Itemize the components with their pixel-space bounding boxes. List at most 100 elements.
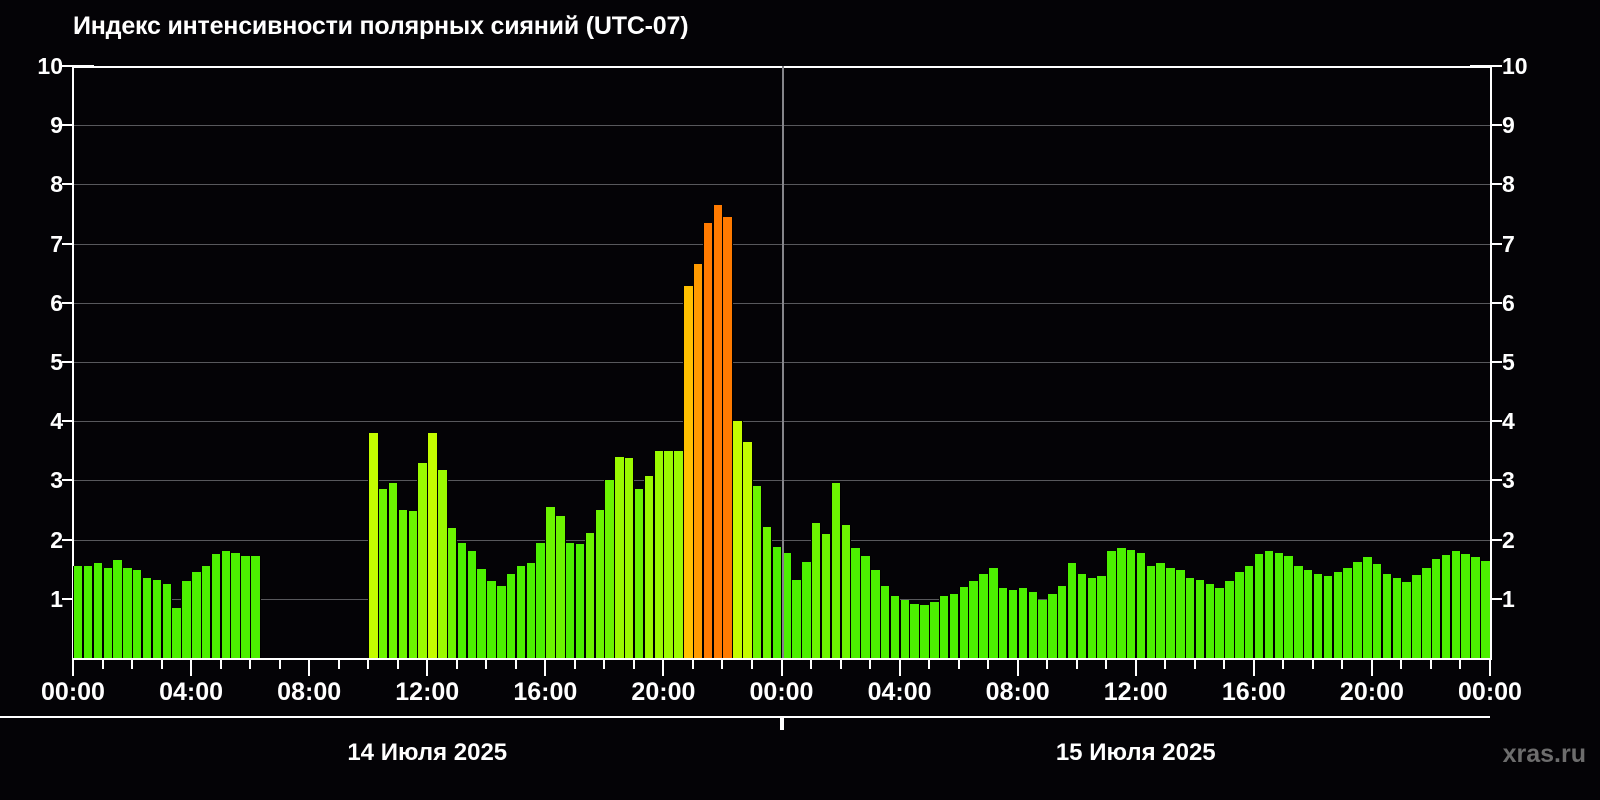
axis-top-right-stub	[1470, 65, 1492, 67]
y-tick-mark-right-8	[1490, 183, 1502, 186]
y-tick-label-left-10: 10	[37, 53, 63, 79]
x-tick-mark	[1341, 660, 1344, 669]
x-tick-mark	[1459, 660, 1462, 669]
y-tick-mark-left-3	[62, 479, 74, 482]
x-tick-label: 20:00	[1339, 678, 1404, 706]
y-tick-label-left-9: 9	[50, 112, 63, 139]
x-tick-label: 20:00	[631, 678, 696, 706]
x-tick-mark	[396, 660, 399, 669]
x-tick-mark	[249, 660, 252, 669]
x-tick-label: 00:00	[749, 678, 814, 706]
x-tick-label: 16:00	[513, 678, 578, 706]
x-tick-mark	[691, 660, 694, 669]
x-tick-mark	[219, 660, 222, 669]
x-tick-mark	[1016, 660, 1019, 676]
chart-title: Индекс интенсивности полярных сияний (UT…	[73, 12, 689, 40]
day-bracket	[781, 716, 1490, 730]
bar[interactable]	[1480, 560, 1490, 658]
y-tick-label-right-8: 8	[1502, 171, 1515, 198]
x-tick-mark	[1400, 660, 1403, 669]
x-tick-mark	[1223, 660, 1226, 669]
y-tick-label-right-4: 4	[1502, 408, 1515, 435]
x-tick-mark	[544, 660, 547, 676]
y-tick-label-left-4: 4	[50, 408, 63, 435]
x-tick-mark	[1105, 660, 1108, 669]
y-tick-label-left-2: 2	[50, 526, 63, 553]
y-tick-mark-left-6	[62, 301, 74, 304]
x-tick-mark	[662, 660, 665, 676]
x-tick-label: 04:00	[867, 678, 932, 706]
y-tick-mark-left-10	[62, 65, 74, 67]
x-tick-mark	[928, 660, 931, 669]
x-tick-mark	[573, 660, 576, 669]
x-tick-label: 00:00	[41, 678, 105, 706]
y-tick-mark-right-4	[1490, 420, 1502, 423]
watermark: xras.ru	[1502, 740, 1586, 768]
x-tick-label: 00:00	[1458, 678, 1522, 706]
x-tick-label: 16:00	[1221, 678, 1286, 706]
x-tick-mark	[367, 660, 370, 669]
x-tick-mark	[603, 660, 606, 669]
y-tick-label-right-6: 6	[1502, 289, 1515, 316]
y-tick-label-right-10: 10	[1502, 53, 1528, 79]
y-tick-label-right-2: 2	[1502, 526, 1515, 553]
x-tick-mark	[632, 660, 635, 669]
x-tick-mark	[1164, 660, 1167, 669]
x-tick-mark	[780, 660, 783, 676]
x-tick-label: 12:00	[395, 678, 460, 706]
x-tick-mark	[957, 660, 960, 669]
y-tick-label-left-3: 3	[50, 467, 63, 494]
x-axis	[72, 658, 1492, 660]
y-tick-label-left-7: 7	[50, 230, 63, 257]
x-tick-mark	[426, 660, 429, 676]
bars-layer	[73, 66, 1490, 658]
x-tick-mark	[750, 660, 753, 669]
day-label: 15 Июля 2025	[1055, 739, 1216, 766]
y-tick-mark-left-7	[62, 242, 74, 245]
x-tick-mark	[1134, 660, 1137, 676]
y-tick-label-left-6: 6	[50, 289, 63, 316]
x-tick-mark	[721, 660, 724, 669]
x-tick-mark	[308, 660, 311, 676]
x-tick-mark	[810, 660, 813, 669]
y-tick-mark-right-9	[1490, 124, 1502, 127]
y-tick-label-right-5: 5	[1502, 349, 1515, 375]
x-tick-label: 04:00	[159, 678, 224, 706]
x-tick-mark	[1193, 660, 1196, 669]
day-divider-line	[781, 66, 784, 658]
y-tick-label-right-7: 7	[1502, 230, 1515, 257]
y-tick-label-left-8: 8	[50, 171, 63, 198]
y-tick-label-left-1: 1	[50, 585, 63, 612]
y-tick-mark-left-2	[62, 538, 74, 541]
x-tick-mark	[1075, 660, 1078, 669]
y-axis-right	[1490, 66, 1492, 660]
y-tick-mark-left-1	[62, 597, 74, 600]
x-tick-mark	[869, 660, 872, 669]
x-tick-mark	[987, 660, 990, 669]
y-tick-label-right-1: 1	[1502, 585, 1515, 612]
day-label: 14 Июля 2025	[347, 739, 508, 766]
x-tick-mark	[485, 660, 488, 669]
y-axis-left	[72, 66, 74, 660]
x-tick-mark	[1429, 660, 1432, 669]
day-bracket	[0, 716, 782, 730]
y-tick-mark-right-7	[1490, 242, 1502, 245]
x-tick-label: 08:00	[985, 678, 1050, 706]
x-tick-mark	[190, 660, 193, 676]
x-tick-mark	[101, 660, 104, 669]
y-tick-mark-right-3	[1490, 479, 1502, 482]
y-tick-mark-left-9	[62, 124, 74, 127]
x-tick-label: 12:00	[1103, 678, 1168, 706]
y-tick-label-left-5: 5	[50, 349, 63, 375]
x-tick-mark	[1489, 660, 1491, 676]
bar[interactable]	[250, 556, 261, 658]
y-tick-mark-right-10	[1490, 65, 1502, 67]
y-tick-mark-left-8	[62, 183, 74, 186]
x-tick-mark	[455, 660, 458, 669]
x-tick-mark	[72, 660, 74, 676]
x-tick-mark	[839, 660, 842, 669]
x-tick-mark	[514, 660, 517, 669]
x-tick-mark	[1370, 660, 1373, 676]
plot-area	[73, 66, 1490, 658]
